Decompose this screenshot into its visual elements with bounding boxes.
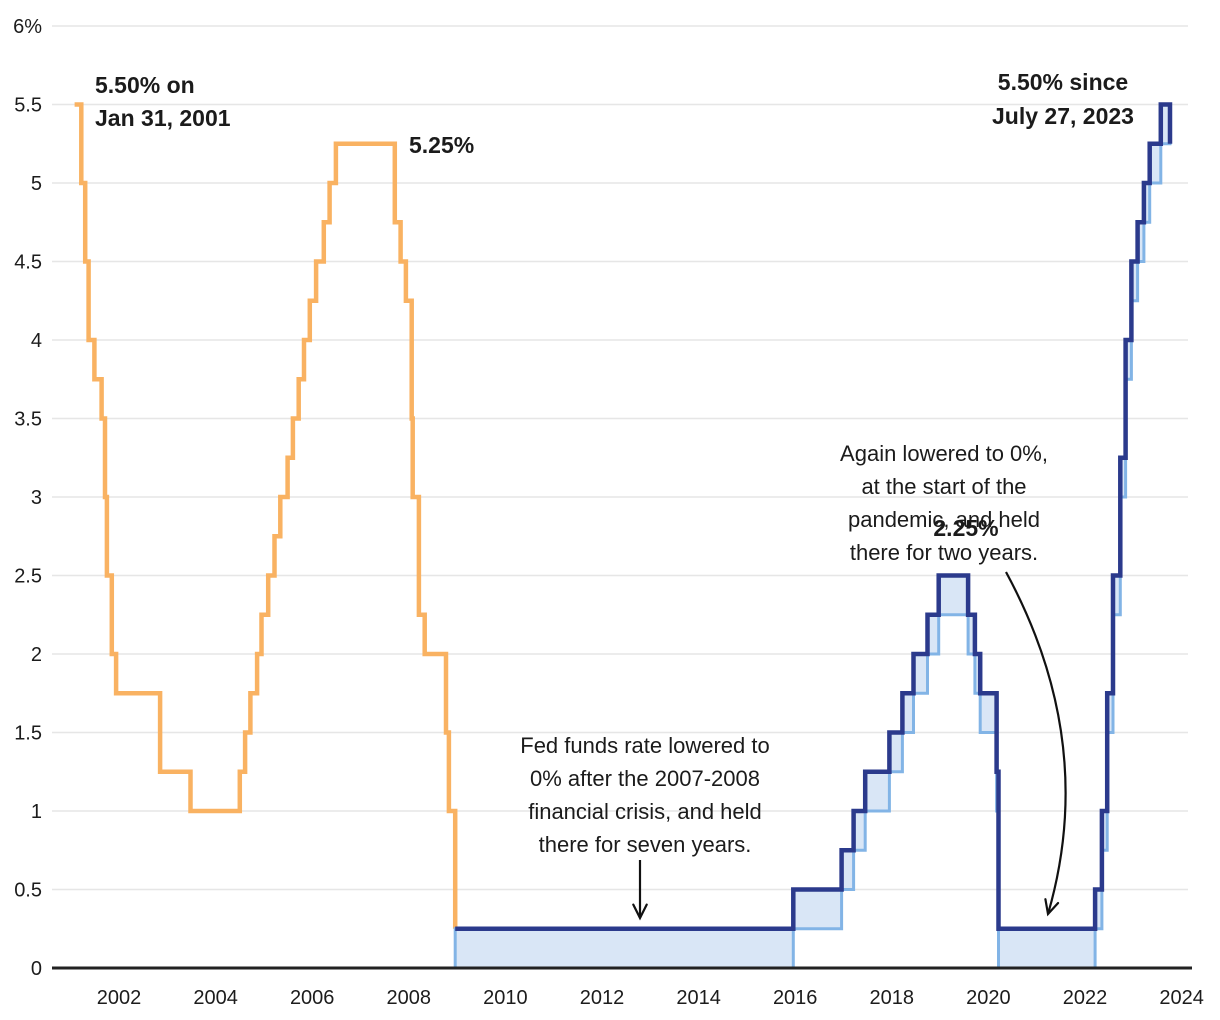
gfc-arrow-head: [632, 903, 648, 921]
annotations-group: Fed funds rate lowered to 0% after the 20…: [95, 69, 1134, 857]
y-axis-label: 3.5: [14, 409, 42, 431]
x-axis-label: 2020: [966, 987, 1011, 1009]
y-axis-label: 5.5: [14, 95, 42, 117]
peak-2006-label-line: 5.25%: [409, 132, 474, 158]
x-axis-label: 2012: [580, 987, 625, 1009]
x-axis-label: 2016: [773, 987, 818, 1009]
start-rate-label-line: Jan 31, 2001: [95, 105, 231, 131]
gfc-note: Fed funds rate lowered to 0% after the 20…: [520, 733, 769, 857]
axes-group: 6% 5.5 5 4.5 4 3.5 3 2.5 2 1.5 1 0.5 0 2002 2004 2006 20…: [13, 16, 1204, 1009]
start-rate-label-line: 5.50% on: [95, 72, 195, 98]
gfc-note-line: 0% after the 2007-2008: [530, 766, 760, 791]
start-rate-label: 5.50% on Jan 31, 2001: [95, 72, 231, 131]
pandemic-arrow-shaft: [1005, 571, 1067, 915]
y-axis-label: 4: [31, 330, 42, 352]
y-axis-label: 2.5: [14, 566, 42, 588]
gfc-note-line: financial crisis, and held: [528, 799, 762, 824]
x-axis-label: 2018: [870, 987, 915, 1009]
pandemic-arrow-head: [1044, 898, 1060, 917]
gfc-note-line: Fed funds rate lowered to: [520, 733, 769, 758]
peak-2019-label: 2.25%: [933, 515, 998, 541]
x-axis-label: 2004: [193, 987, 238, 1009]
pandemic-note-line: there for two years.: [850, 540, 1038, 565]
peak-2019-label-line: 2.25%: [933, 515, 998, 541]
series-group: [74, 102, 1173, 970]
x-axis-label: 2014: [676, 987, 721, 1009]
pandemic-note-line: pandemic, and held: [848, 507, 1040, 532]
y-axis-label: 1.5: [14, 723, 42, 745]
x-axis-label: 2002: [97, 987, 142, 1009]
y-axis-label: 5: [31, 173, 42, 195]
target-rate-step-line: [74, 102, 458, 929]
x-axis-label: 2024: [1159, 987, 1204, 1009]
x-axis-label: 2006: [290, 987, 335, 1009]
y-axis-label: 2: [31, 644, 42, 666]
current-rate-label-line: 5.50% since: [998, 69, 1128, 95]
x-axis-label: 2022: [1063, 987, 1108, 1009]
gfc-note-line: there for seven years.: [539, 832, 752, 857]
y-axis-label: 6%: [13, 16, 42, 38]
pandemic-note-line: at the start of the: [861, 474, 1026, 499]
annotation-arrows-group: [632, 571, 1067, 921]
peak-2006-label: 5.25%: [409, 132, 474, 158]
y-axis-label: 4.5: [14, 252, 42, 274]
current-rate-label-line: July 27, 2023: [992, 103, 1134, 129]
x-axis-label: 2008: [387, 987, 432, 1009]
upper-bound-step-line: [455, 102, 1173, 932]
y-axis-label: 1: [31, 801, 42, 823]
y-axis-label: 3: [31, 487, 42, 509]
pandemic-note-line: Again lowered to 0%,: [840, 441, 1048, 466]
pandemic-note: Again lowered to 0%, at the start of the p…: [840, 441, 1048, 565]
y-axis-label: 0.5: [14, 880, 42, 902]
x-axis-label: 2010: [483, 987, 528, 1009]
current-rate-label: 5.50% since July 27, 2023: [992, 69, 1134, 129]
y-axis-label: 0: [31, 958, 42, 980]
